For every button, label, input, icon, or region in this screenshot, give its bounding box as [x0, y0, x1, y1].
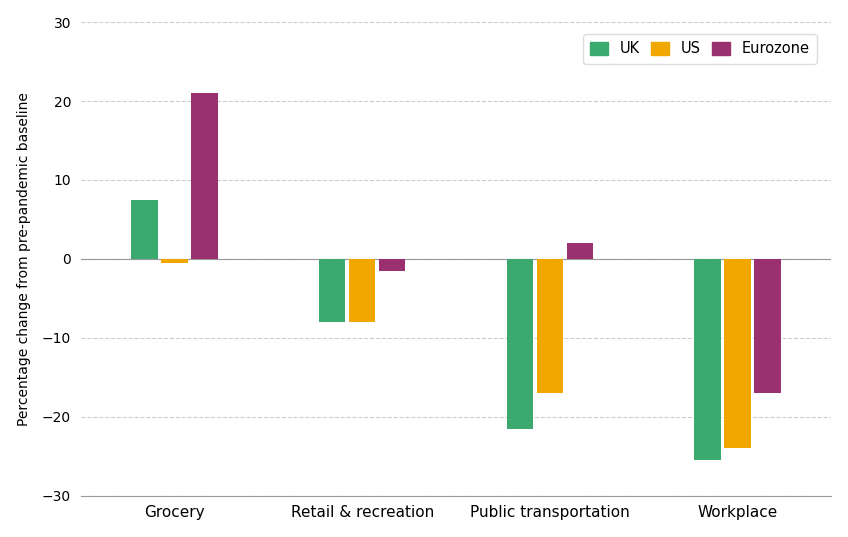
Bar — [379, 259, 405, 271]
Bar — [507, 259, 533, 429]
Bar — [537, 259, 563, 393]
Bar — [724, 259, 750, 448]
Bar — [566, 243, 593, 259]
Legend: UK, US, Eurozone: UK, US, Eurozone — [583, 34, 817, 64]
Bar — [319, 259, 345, 322]
Bar — [131, 200, 158, 259]
Bar — [349, 259, 376, 322]
Bar — [695, 259, 721, 460]
Y-axis label: Percentage change from pre-pandemic baseline: Percentage change from pre-pandemic base… — [17, 92, 31, 426]
Bar — [192, 93, 218, 259]
Bar — [161, 259, 187, 263]
Bar — [755, 259, 781, 393]
